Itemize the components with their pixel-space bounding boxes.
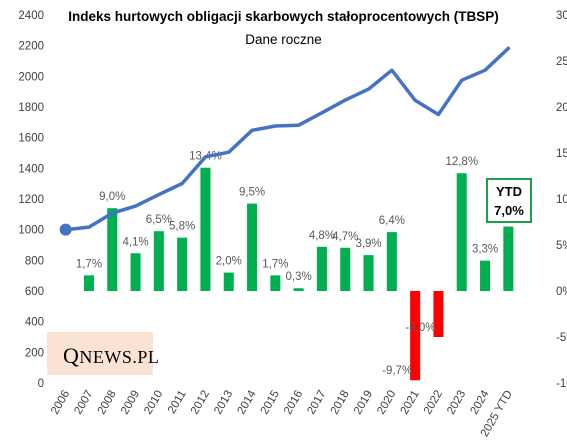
right-axis-tick-label: 30% xyxy=(556,10,567,22)
category-label: 2011 xyxy=(166,389,189,416)
category-label: 2020 xyxy=(375,389,398,417)
left-axis-tick-label: 1200 xyxy=(18,194,44,206)
bar-value-label: 6,4% xyxy=(379,215,405,227)
logo-text: QNEWS.PL xyxy=(63,343,160,368)
category-label: 2021 xyxy=(399,389,422,417)
index-start-marker xyxy=(59,223,72,236)
return-bar xyxy=(340,247,351,291)
left-axis-tick-label: 400 xyxy=(25,317,44,329)
left-axis-tick-label: 0 xyxy=(38,378,44,390)
return-bar xyxy=(270,275,281,291)
bar-value-label: 1,7% xyxy=(76,258,102,270)
bar-value-label: 0,3% xyxy=(286,271,312,283)
return-bar xyxy=(83,275,94,291)
return-bar xyxy=(130,253,141,291)
category-label: 2010 xyxy=(142,389,165,417)
return-bar xyxy=(363,255,374,291)
index-line xyxy=(63,46,511,232)
category-label: 2013 xyxy=(212,389,235,417)
right-axis-tick-label: 0% xyxy=(556,286,567,298)
right-axis-tick-label: 25% xyxy=(556,56,567,68)
return-bar xyxy=(433,291,444,337)
bar-value-label: 9,0% xyxy=(99,191,125,203)
left-axis-tick-label: 200 xyxy=(25,347,44,359)
category-label: 2009 xyxy=(119,389,142,417)
return-bar xyxy=(293,288,304,291)
return-bar xyxy=(200,167,211,291)
right-axis-tick-label: -5% xyxy=(556,332,567,344)
bar-value-label: 3,9% xyxy=(355,238,381,250)
category-label: 2007 xyxy=(72,389,95,417)
chart-subtitle: Dane roczne xyxy=(245,32,322,47)
ytd-box: YTD 7,0% xyxy=(486,178,532,223)
category-label: 2014 xyxy=(235,388,258,417)
right-axis-tick-label: -10% xyxy=(556,378,567,390)
right-axis-tick-label: 15% xyxy=(556,148,567,160)
category-label: 2015 xyxy=(259,389,282,417)
category-label: 2012 xyxy=(189,389,212,417)
left-axis-tick-label: 2200 xyxy=(18,41,44,53)
category-label: 2006 xyxy=(49,389,72,417)
category-label: 2023 xyxy=(445,389,468,417)
return-bar xyxy=(386,232,397,291)
category-label: 2016 xyxy=(282,389,305,417)
bar-value-label: 3,3% xyxy=(472,244,498,256)
right-axis-tick-label: 20% xyxy=(556,102,567,114)
right-axis-tick-label: 5% xyxy=(556,240,567,252)
category-label: 2022 xyxy=(422,389,445,417)
category-label: 2017 xyxy=(305,389,328,417)
return-bar xyxy=(223,272,234,291)
bar-value-label: 4,7% xyxy=(332,231,358,243)
return-bar xyxy=(316,246,327,291)
return-bar xyxy=(177,237,188,291)
return-bar xyxy=(107,208,118,291)
category-label: 2008 xyxy=(96,389,119,417)
left-axis-tick-label: 800 xyxy=(25,255,44,267)
left-axis-tick-label: 2000 xyxy=(18,71,44,83)
return-bar xyxy=(480,260,491,291)
return-bar xyxy=(153,231,164,291)
chart-title: Indeks hurtowych obligacji skarbowych st… xyxy=(68,9,499,24)
bar-value-label: -9,7% xyxy=(382,365,412,377)
return-bar xyxy=(247,203,258,291)
qnews-logo: QNEWS.PL xyxy=(47,332,159,375)
left-axis-tick-label: 1400 xyxy=(18,163,44,175)
left-axis-tick-label: 1600 xyxy=(18,133,44,145)
bar-value-label: 5,8% xyxy=(169,221,195,233)
left-axis-tick-label: 600 xyxy=(25,286,44,298)
category-label: 2024 xyxy=(468,388,491,417)
bar-value-label: 2,0% xyxy=(216,256,242,268)
category-label: 2018 xyxy=(329,389,352,417)
left-axis-tick-label: 1000 xyxy=(18,225,44,237)
category-label: 2019 xyxy=(352,389,375,417)
left-axis-tick-label: 2400 xyxy=(18,10,44,22)
left-axis-tick-label: 1800 xyxy=(18,102,44,114)
bar-value-label: 1,7% xyxy=(262,258,288,270)
return-bar xyxy=(410,291,421,381)
ytd-label: YTD xyxy=(496,184,522,199)
ytd-value: 7,0% xyxy=(494,203,524,218)
bar-value-label: 6,5% xyxy=(146,214,172,226)
return-bar xyxy=(456,173,467,291)
bar-value-label: 4,8% xyxy=(309,230,335,242)
bar-value-label: 4,1% xyxy=(122,236,148,248)
right-axis-tick-label: 10% xyxy=(556,194,567,206)
bar-value-label: 9,5% xyxy=(239,187,265,199)
bar-value-label: 12,8% xyxy=(445,156,478,168)
bar-value-label: -5,0% xyxy=(405,322,435,334)
return-bar xyxy=(503,226,514,291)
